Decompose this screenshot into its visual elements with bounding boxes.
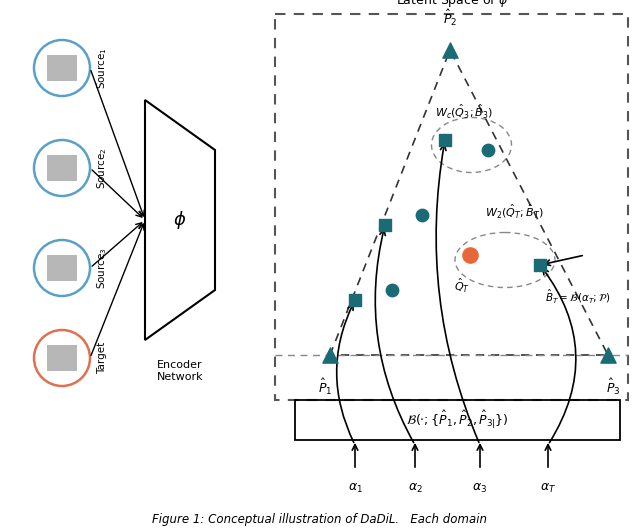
Text: Target: Target [97, 342, 107, 374]
Text: $\mathcal{B}(\cdot; \{\hat{P}_1, \hat{P}_2, \hat{P}_{3|}\})$: $\mathcal{B}(\cdot; \{\hat{P}_1, \hat{P}… [406, 409, 509, 431]
Point [465, 251, 475, 259]
Text: Figure 1: Conceptual illustration of DaDiL.   Each domain: Figure 1: Conceptual illustration of DaD… [152, 513, 488, 527]
Point [440, 136, 450, 144]
Point [387, 286, 397, 294]
Point [603, 351, 613, 359]
FancyBboxPatch shape [47, 345, 77, 371]
Text: $\alpha_T$: $\alpha_T$ [540, 482, 556, 495]
Text: Encoder
Network: Encoder Network [157, 360, 204, 382]
FancyBboxPatch shape [47, 55, 77, 81]
Point [445, 46, 455, 54]
FancyBboxPatch shape [47, 155, 77, 181]
Text: $\hat{P}_3$: $\hat{P}_3$ [605, 377, 620, 397]
Point [535, 261, 545, 269]
Text: Source$_1$: Source$_1$ [95, 47, 109, 89]
Point [380, 221, 390, 229]
Text: $\hat{Q}_T$: $\hat{Q}_T$ [454, 277, 470, 295]
Text: $\hat{B}_T = \mathcal{B}(\alpha_T; \mathcal{P})$: $\hat{B}_T = \mathcal{B}(\alpha_T; \math… [545, 287, 611, 305]
Point [350, 296, 360, 304]
Text: $\hat{P}_1$: $\hat{P}_1$ [318, 377, 332, 397]
Point [417, 211, 427, 219]
Text: $\alpha_1$: $\alpha_1$ [348, 482, 362, 495]
Text: $\alpha_3$: $\alpha_3$ [472, 482, 488, 495]
Text: $W_c(\hat{Q}_3; \hat{B}_3)$: $W_c(\hat{Q}_3; \hat{B}_3)$ [435, 102, 493, 120]
Text: Source$_2$: Source$_2$ [95, 147, 109, 189]
Text: $\hat{P}_2$: $\hat{P}_2$ [443, 8, 457, 28]
Text: $\phi$: $\phi$ [173, 209, 187, 231]
Point [483, 145, 493, 154]
Text: Latent Space of $\phi$: Latent Space of $\phi$ [396, 0, 508, 9]
FancyBboxPatch shape [47, 255, 77, 281]
Bar [275, 14, 628, 400]
Text: Source$_3$: Source$_3$ [95, 247, 109, 289]
Bar [295, 400, 620, 440]
Text: $W_2(\hat{Q}_T; \hat{B}_T)$: $W_2(\hat{Q}_T; \hat{B}_T)$ [485, 202, 543, 220]
Point [325, 351, 335, 359]
Text: $\alpha_2$: $\alpha_2$ [408, 482, 422, 495]
